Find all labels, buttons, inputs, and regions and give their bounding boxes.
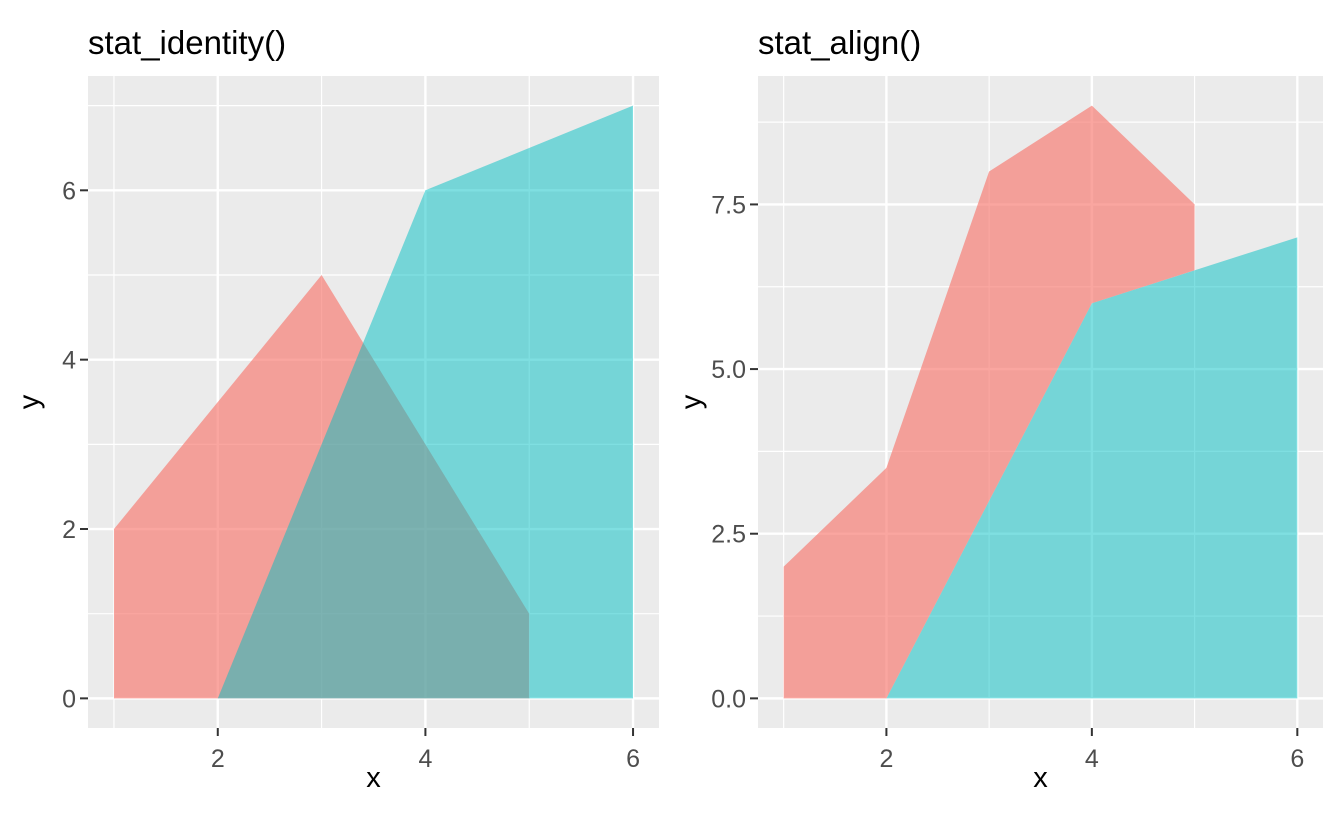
y-tick-label: 0 — [62, 685, 76, 713]
y-tick-label: 5.0 — [711, 356, 746, 384]
plot-title-stat-identity: stat_identity() — [88, 24, 287, 61]
x-tick-label: 2 — [211, 745, 225, 773]
x-axis-title-left: x — [366, 762, 381, 794]
area-series-b — [217, 105, 634, 699]
area-series-b — [886, 237, 1298, 699]
y-tick-label: 6 — [62, 177, 76, 205]
area-series-a — [783, 105, 1195, 699]
y-axis-title-left: y — [13, 394, 46, 410]
plot-title-stat-align: stat_align() — [758, 24, 922, 61]
y-tick-label: 4 — [62, 347, 76, 375]
x-tick-label: 2 — [879, 745, 893, 773]
y-tick-label: 7.5 — [711, 191, 746, 219]
y-tick-label: 0.0 — [711, 685, 746, 713]
x-axis-title-right: x — [1033, 762, 1048, 794]
x-tick-label: 6 — [626, 745, 640, 773]
y-tick-label: 2 — [62, 516, 76, 544]
y-axis-title-right: y — [675, 394, 708, 410]
x-tick-label: 6 — [1290, 745, 1304, 773]
x-tick-label: 4 — [1085, 745, 1099, 773]
y-tick-label: 2.5 — [711, 521, 746, 549]
x-tick-label: 4 — [418, 745, 432, 773]
